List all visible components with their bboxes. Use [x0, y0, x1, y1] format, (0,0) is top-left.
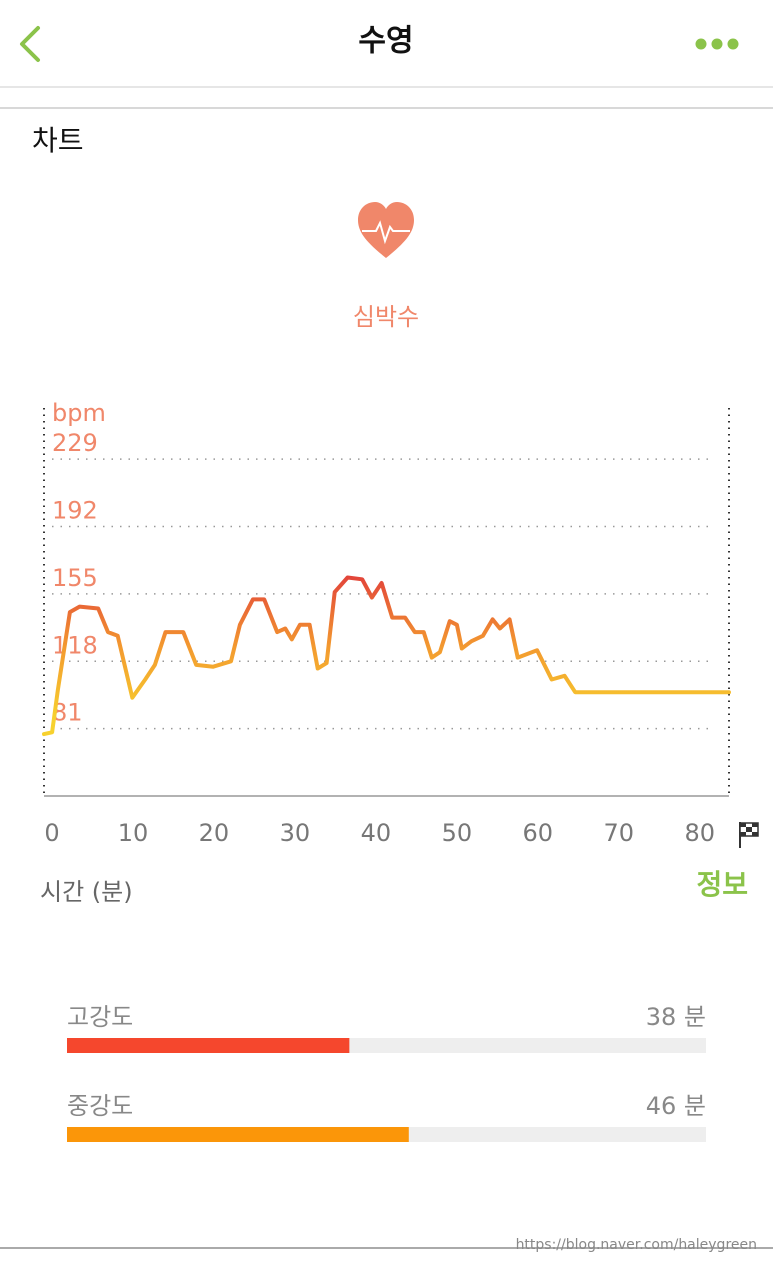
heart-rate-line	[42, 575, 731, 737]
finish-flag	[739, 822, 759, 848]
y-tick-label: 118	[52, 631, 98, 659]
bar-value-label: 38 분	[646, 1003, 706, 1031]
x-tick-label: 30	[280, 819, 311, 847]
x-tick-label: 0	[44, 819, 59, 847]
x-tick-label: 70	[604, 819, 635, 847]
info-link[interactable]: 정보	[696, 868, 748, 901]
section-title: 차트	[32, 124, 84, 157]
bar-label: 중강도	[67, 1092, 133, 1120]
x-tick-label: 20	[199, 819, 230, 847]
header-title: 수영	[358, 24, 413, 59]
bar	[67, 1038, 350, 1053]
back-button[interactable]	[20, 26, 40, 62]
x-tick-label: 50	[442, 819, 473, 847]
watermark: https://blog.naver.com/haleygreen	[516, 1237, 757, 1253]
x-axis-label: 시간 (분)	[40, 878, 133, 906]
bar-label: 고강도	[67, 1003, 133, 1031]
chart-title: 심박수	[353, 303, 419, 331]
x-tick-label: 60	[523, 819, 554, 847]
more-button[interactable]	[695, 38, 739, 50]
x-tick-label: 10	[118, 819, 149, 847]
x-tick-label: 80	[684, 819, 715, 847]
bar	[67, 1127, 409, 1142]
x-tick-label: 40	[361, 819, 392, 847]
y-tick-label: 192	[52, 497, 98, 525]
bar-value-label: 46 분	[646, 1092, 706, 1120]
heart-icon	[358, 202, 414, 258]
y-tick-label: 229	[52, 429, 98, 457]
y-tick-label: 155	[52, 564, 98, 592]
y-unit: bpm	[52, 399, 106, 427]
